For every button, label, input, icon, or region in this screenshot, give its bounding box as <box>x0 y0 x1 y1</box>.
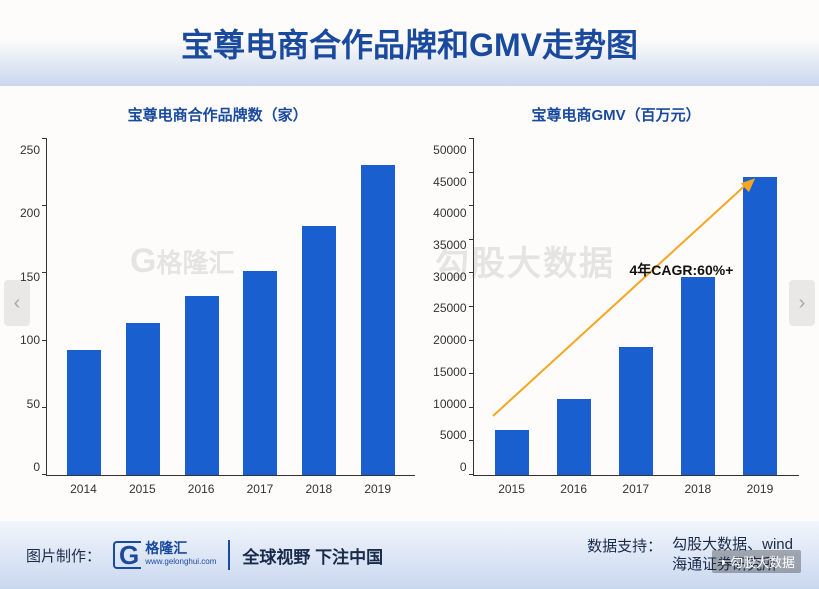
bar <box>243 271 277 475</box>
y-tick-label: 250 <box>20 143 40 157</box>
y-tick-label: 30000 <box>433 270 466 284</box>
right-plot-area: 4年CAGR:60%+ <box>473 139 799 476</box>
bar <box>743 177 777 475</box>
x-tick-label: 2017 <box>619 482 653 496</box>
x-tick-label: 2016 <box>184 482 218 496</box>
y-tick-label: 20000 <box>433 333 466 347</box>
x-tick-label: 2019 <box>743 482 777 496</box>
made-by-label: 图片制作： <box>26 545 101 566</box>
y-tick-label: 50000 <box>433 143 466 157</box>
right-y-axis: 0 5000 10000 15000 20000 25000 30000 35000 40000… <box>433 139 472 496</box>
x-tick-label: 2017 <box>243 482 277 496</box>
corner-watermark-icon: ◑ <box>718 554 726 569</box>
x-tick-label: 2019 <box>361 482 395 496</box>
right-chart-subtitle: 宝尊电商GMV（百万元） <box>433 104 799 125</box>
logo-sub-text: www.gelonghui.com <box>145 555 216 569</box>
y-tick-label: 5000 <box>433 428 466 442</box>
x-tick-label: 2014 <box>66 482 100 496</box>
x-tick-label: 2018 <box>681 482 715 496</box>
y-tick-label: 25000 <box>433 301 466 315</box>
x-tick-label: 2018 <box>302 482 336 496</box>
bar <box>302 226 336 475</box>
y-tick-label: 15000 <box>433 365 466 379</box>
page-title: 宝尊电商合作品牌和GMV走势图 <box>0 0 819 86</box>
bar <box>619 347 653 475</box>
y-tick-label: 0 <box>433 460 466 474</box>
bar <box>557 399 591 475</box>
x-tick-label: 2015 <box>495 482 529 496</box>
y-tick-label: 45000 <box>433 175 466 189</box>
logo-g-icon: G <box>113 541 141 569</box>
left-chart: 0 50 100 150 200 250 2014 2015 2016 2017 2018 2019 <box>20 139 415 496</box>
left-plot-area <box>46 139 415 476</box>
footer-left: 图片制作： G 格隆汇 www.gelonghui.com 全球视野 下注中国 <box>26 540 383 570</box>
bar <box>495 430 529 475</box>
y-tick-label: 50 <box>20 397 40 411</box>
x-tick-label: 2015 <box>125 482 159 496</box>
bar <box>126 323 160 475</box>
y-tick-label: 100 <box>20 333 40 347</box>
right-chart-panel: 宝尊电商GMV（百万元） 0 5000 10000 15000 20000 25000 30… <box>433 104 799 496</box>
bar <box>681 277 715 475</box>
logo-main-text: 格隆汇 <box>145 541 216 555</box>
source-label: 数据支持： <box>587 535 662 575</box>
brand-logo: G 格隆汇 www.gelonghui.com <box>113 541 216 569</box>
y-tick-label: 35000 <box>433 238 466 252</box>
bar <box>67 350 101 475</box>
left-chart-panel: 宝尊电商合作品牌数（家） 050100150200250 20142015201… <box>20 104 415 496</box>
y-tick-label: 200 <box>20 206 40 220</box>
x-tick-label: 2016 <box>557 482 591 496</box>
corner-watermark: ◑ 勾股大数据 <box>712 550 801 573</box>
y-tick-label: 0 <box>20 460 40 474</box>
right-x-axis: 2015 2016 2017 2018 2019 <box>473 476 799 496</box>
footer: 图片制作： G 格隆汇 www.gelonghui.com 全球视野 下注中国 … <box>0 521 819 589</box>
divider <box>228 540 230 570</box>
right-chart: 0 5000 10000 15000 20000 25000 30000 35000 40000… <box>433 139 799 496</box>
charts-container: 宝尊电商合作品牌数（家） 050100150200250 20142015201… <box>0 86 819 496</box>
left-y-axis: 0 50 100 150 200 250 <box>20 139 46 496</box>
slogan: 全球视野 下注中国 <box>242 543 383 568</box>
y-tick-label: 40000 <box>433 206 466 220</box>
y-tick-label: 150 <box>20 270 40 284</box>
left-chart-subtitle: 宝尊电商合作品牌数（家） <box>20 104 415 125</box>
cagr-annotation: 4年CAGR:60%+ <box>630 260 734 280</box>
y-tick-label: 10000 <box>433 397 466 411</box>
bar <box>185 296 219 475</box>
left-x-axis: 2014 2015 2016 2017 2018 2019 <box>46 476 415 496</box>
bar <box>361 165 395 475</box>
